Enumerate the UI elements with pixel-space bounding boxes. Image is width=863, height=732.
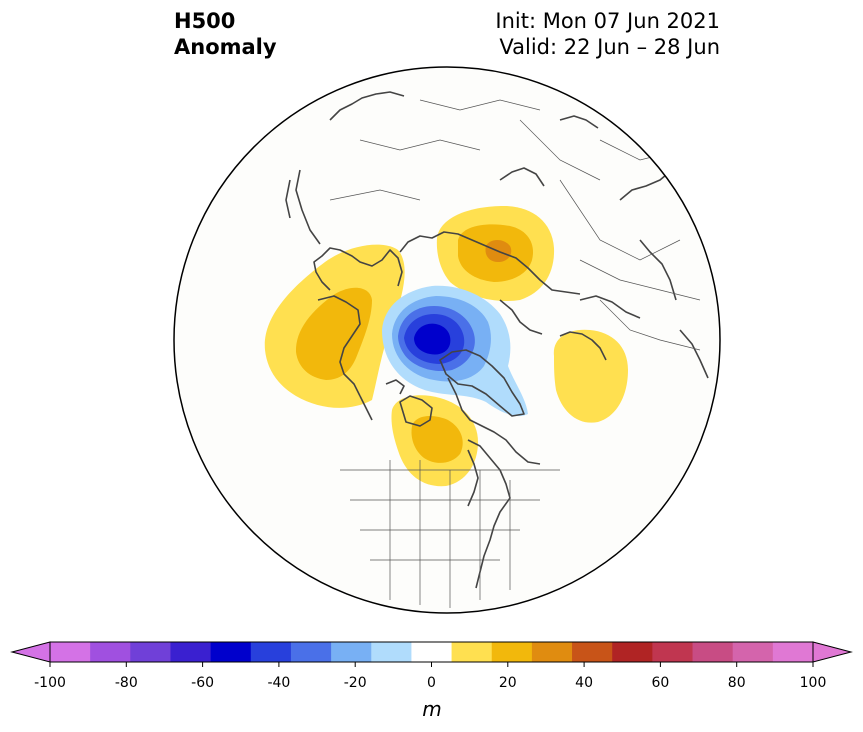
colorbar-segment: [331, 642, 372, 662]
colorbar-segment: [250, 642, 292, 662]
colorbar-tick-label: -20: [344, 675, 367, 691]
colorbar-segment: [371, 642, 412, 662]
init-date: Init: Mon 07 Jun 2021: [495, 9, 720, 33]
valid-date: Valid: 22 Jun – 28 Jun: [499, 35, 720, 59]
colorbar-tick-label: 0: [427, 675, 436, 691]
colorbar-ticks: -100 -80 -60 -40 -20 0 20 40 60 80 100: [34, 662, 826, 691]
colorbar-tick-label: -60: [191, 675, 214, 691]
colorbar-tick-label: 80: [728, 675, 746, 691]
colorbar-segment: [90, 642, 131, 662]
colorbar-segment: [732, 642, 774, 662]
colorbar-segment: [210, 642, 252, 662]
colorbar-segment: [531, 642, 573, 662]
colorbar-tick-label: 60: [651, 675, 669, 691]
colorbar-segment: [572, 642, 613, 662]
colorbar-segment: [290, 642, 332, 662]
anomaly-negative-peak: [414, 323, 451, 355]
title-line1: H500: [174, 9, 236, 33]
colorbar-tick-label: -40: [267, 675, 290, 691]
anomaly-positive-hudson-core: [411, 416, 463, 463]
colorbar-over-extension: [812, 641, 853, 663]
colorbar-unit-label: m: [422, 697, 441, 721]
title-line2: Anomaly: [174, 35, 277, 59]
colorbar-tick-label: -80: [115, 675, 138, 691]
colorbar-tick-label: 20: [499, 675, 517, 691]
colorbar-segment: [451, 642, 493, 662]
colorbar-segments: [10, 641, 853, 663]
colorbar-segment: [491, 642, 533, 662]
colorbar-segment: [612, 642, 653, 662]
colorbar-segment: [130, 642, 171, 662]
coastlines: [285, 91, 709, 589]
colorbar-segment: [50, 642, 91, 662]
anomaly-positive-europe: [553, 329, 628, 423]
colorbar-segment: [652, 642, 694, 662]
colorbar-segment: [772, 642, 814, 662]
forecast-dates: Init: Mon 07 Jun 2021 Valid: 22 Jun – 28…: [495, 8, 720, 60]
colorbar-tick-label: -100: [34, 675, 66, 691]
colorbar-segment: [692, 642, 734, 662]
anomaly-positive-alaska-core: [295, 287, 372, 380]
colorbar-tick-label: 40: [575, 675, 593, 691]
colorbar-segment: [411, 642, 453, 662]
colorbar-tick-label: 100: [800, 675, 827, 691]
map-title: H500 Anomaly: [174, 8, 277, 60]
map-boundary: [173, 66, 721, 614]
colorbar-under-extension: [10, 641, 51, 663]
colorbar-segment: [170, 642, 212, 662]
